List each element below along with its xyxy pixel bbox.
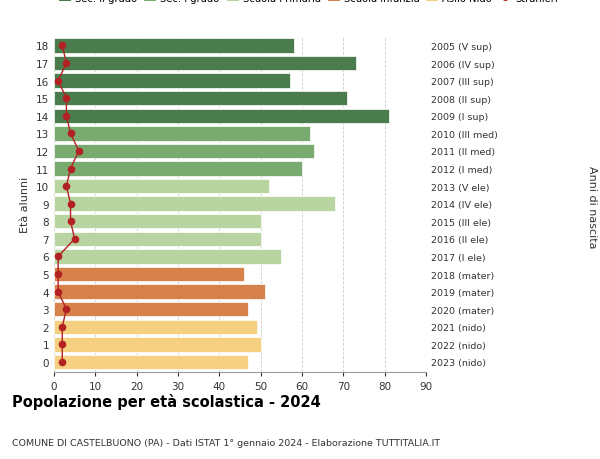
Y-axis label: Età alunni: Età alunni [20, 176, 31, 232]
Bar [54, 267, 244, 282]
Bar [54, 109, 389, 124]
Bar [54, 145, 314, 159]
Bar [54, 179, 269, 194]
Bar [54, 355, 248, 369]
Bar [54, 285, 265, 299]
Bar [54, 92, 347, 106]
Bar [54, 302, 248, 317]
Bar [54, 320, 257, 334]
Bar [54, 197, 335, 212]
Bar [54, 74, 290, 89]
Bar [54, 39, 294, 54]
Bar [54, 162, 302, 176]
Text: Popolazione per età scolastica - 2024: Popolazione per età scolastica - 2024 [12, 393, 321, 409]
Text: COMUNE DI CASTELBUONO (PA) - Dati ISTAT 1° gennaio 2024 - Elaborazione TUTTITALI: COMUNE DI CASTELBUONO (PA) - Dati ISTAT … [12, 438, 440, 447]
Bar [54, 250, 281, 264]
Text: Anni di nascita: Anni di nascita [587, 165, 597, 248]
Legend: Sec. II grado, Sec. I grado, Scuola Primaria, Scuola Infanzia, Asilo Nido, Stran: Sec. II grado, Sec. I grado, Scuola Prim… [55, 0, 562, 8]
Bar [54, 232, 260, 246]
Bar [54, 127, 310, 141]
Bar [54, 57, 356, 71]
Bar [54, 337, 260, 352]
Bar [54, 215, 260, 229]
